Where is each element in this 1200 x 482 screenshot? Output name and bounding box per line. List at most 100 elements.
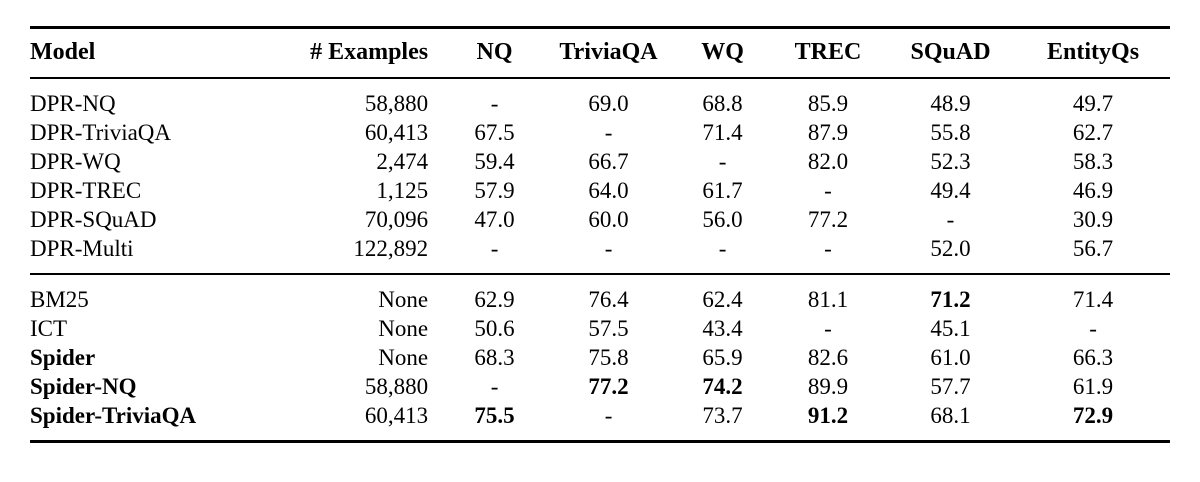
value-cell: 87.9 bbox=[807, 120, 849, 145]
value-cell: 67.5 bbox=[474, 120, 515, 145]
value-cell: 68.1 bbox=[930, 403, 971, 428]
value-cell: 2,474 bbox=[376, 149, 429, 174]
value-cell: - bbox=[824, 178, 832, 203]
table-row: ICT None 50.6 57.5 43.4 - 45.1 - bbox=[30, 314, 1170, 343]
column-header: # Examples bbox=[310, 39, 429, 65]
value-cell: 58.3 bbox=[1072, 149, 1114, 174]
value-cell: 64.0 bbox=[588, 178, 629, 203]
column-header: NQ bbox=[476, 39, 513, 65]
value-cell: 49.7 bbox=[1072, 91, 1114, 116]
value-cell: 68.3 bbox=[474, 345, 515, 370]
table-row: DPR-SQuAD 70,096 47.0 60.0 56.0 77.2 - 30.9 bbox=[30, 205, 1170, 234]
value-cell: 60.0 bbox=[588, 207, 629, 232]
value-cell: 52.3 bbox=[930, 149, 971, 174]
value-cell: 49.4 bbox=[930, 178, 971, 203]
column-header: EntityQs bbox=[1047, 39, 1140, 65]
value-cell: 57.5 bbox=[588, 316, 629, 341]
value-cell: 57.9 bbox=[474, 178, 515, 203]
value-cell: 62.4 bbox=[702, 287, 743, 312]
value-cell: 65.9 bbox=[702, 345, 743, 370]
value-cell: 72.9 bbox=[1072, 403, 1114, 428]
value-cell: 82.6 bbox=[807, 345, 849, 370]
value-cell: 30.9 bbox=[1072, 207, 1114, 232]
value-cell: 77.2 bbox=[807, 207, 849, 232]
value-cell: - bbox=[490, 374, 499, 399]
column-header: TREC bbox=[794, 39, 862, 65]
value-cell: - bbox=[490, 236, 499, 261]
value-cell: 1,125 bbox=[376, 178, 429, 203]
value-cell: 52.0 bbox=[930, 236, 971, 261]
model-name-cell: DPR-TriviaQA bbox=[30, 120, 172, 145]
value-cell: 70,096 bbox=[364, 207, 429, 232]
value-cell: 58,880 bbox=[364, 91, 429, 116]
value-cell: - bbox=[604, 236, 613, 261]
value-cell: 66.7 bbox=[588, 149, 629, 174]
value-cell: 82.0 bbox=[807, 149, 849, 174]
table-row: BM25 None 62.9 76.4 62.4 81.1 71.2 71.4 bbox=[30, 274, 1170, 314]
value-cell: 69.0 bbox=[588, 91, 629, 116]
value-cell: 68.8 bbox=[702, 91, 743, 116]
value-cell: 50.6 bbox=[474, 316, 515, 341]
model-name-cell: ICT bbox=[30, 316, 68, 341]
value-cell: 71.4 bbox=[702, 120, 743, 145]
value-cell: - bbox=[604, 403, 613, 428]
value-cell: 56.7 bbox=[1072, 236, 1114, 261]
model-name-cell: Spider-NQ bbox=[30, 374, 137, 399]
value-cell: 48.9 bbox=[930, 91, 971, 116]
value-cell: 71.2 bbox=[930, 287, 971, 312]
value-cell: 57.7 bbox=[930, 374, 971, 399]
value-cell: 58,880 bbox=[364, 374, 429, 399]
value-cell: 59.4 bbox=[474, 149, 515, 174]
value-cell: 71.4 bbox=[1072, 287, 1114, 312]
model-name-cell: DPR-NQ bbox=[30, 91, 116, 116]
model-name-cell: DPR-TREC bbox=[30, 178, 142, 203]
value-cell: 66.3 bbox=[1072, 345, 1114, 370]
value-cell: 75.5 bbox=[474, 403, 515, 428]
value-cell: - bbox=[604, 120, 613, 145]
model-name-cell: BM25 bbox=[30, 287, 89, 312]
value-cell: 75.8 bbox=[588, 345, 629, 370]
value-cell: 122,892 bbox=[353, 236, 429, 261]
value-cell: 60,413 bbox=[364, 120, 429, 145]
table-row: DPR-Multi 122,892 - - - - 52.0 56.7 bbox=[30, 234, 1170, 274]
value-cell: None bbox=[378, 287, 429, 312]
value-cell: 61.0 bbox=[930, 345, 971, 370]
column-header: Model bbox=[30, 39, 96, 65]
results-table: Model # Examples NQ TriviaQA WQ TREC SQuAD Enti… bbox=[30, 26, 1170, 443]
table-header: Model # Examples NQ TriviaQA WQ TREC SQuAD Enti… bbox=[30, 28, 1170, 79]
column-header: TriviaQA bbox=[559, 39, 658, 65]
value-cell: 81.1 bbox=[807, 287, 849, 312]
value-cell: 76.4 bbox=[588, 287, 629, 312]
column-header: SQuAD bbox=[910, 39, 991, 65]
value-cell: - bbox=[718, 149, 727, 174]
model-name-cell: DPR-SQuAD bbox=[30, 207, 157, 232]
value-cell: 45.1 bbox=[930, 316, 971, 341]
value-cell: 74.2 bbox=[702, 374, 743, 399]
model-name-cell: Spider bbox=[30, 345, 96, 370]
value-cell: 46.9 bbox=[1072, 178, 1114, 203]
value-cell: 60,413 bbox=[364, 403, 429, 428]
column-header: WQ bbox=[701, 39, 744, 65]
value-cell: 56.0 bbox=[702, 207, 743, 232]
model-name-cell: Spider-TriviaQA bbox=[30, 403, 197, 428]
value-cell: 85.9 bbox=[807, 91, 849, 116]
table-group-dpr-models: DPR-NQ 58,880 - 69.0 68.8 85.9 48.9 49.7 DPR-Tri… bbox=[30, 78, 1170, 274]
model-name-cell: DPR-Multi bbox=[30, 236, 134, 261]
value-cell: 62.9 bbox=[474, 287, 515, 312]
value-cell: None bbox=[378, 345, 429, 370]
value-cell: - bbox=[1089, 316, 1097, 341]
table-row: Spider-NQ 58,880 - 77.2 74.2 89.9 57.7 61.9 bbox=[30, 372, 1170, 401]
table-row: DPR-WQ 2,474 59.4 66.7 - 82.0 52.3 58.3 bbox=[30, 147, 1170, 176]
value-cell: 62.7 bbox=[1072, 120, 1114, 145]
header-row: Model # Examples NQ TriviaQA WQ TREC SQuAD Enti… bbox=[30, 28, 1170, 79]
value-cell: - bbox=[824, 316, 832, 341]
value-cell: 43.4 bbox=[702, 316, 743, 341]
table-group-baselines-and-spider: BM25 None 62.9 76.4 62.4 81.1 71.2 71.4 ICT None 5… bbox=[30, 274, 1170, 442]
value-cell: 47.0 bbox=[474, 207, 515, 232]
value-cell: - bbox=[946, 207, 955, 232]
value-cell: 91.2 bbox=[807, 403, 849, 428]
value-cell: 61.7 bbox=[702, 178, 743, 203]
table-row: DPR-TREC 1,125 57.9 64.0 61.7 - 49.4 46.9 bbox=[30, 176, 1170, 205]
value-cell: - bbox=[490, 91, 499, 116]
